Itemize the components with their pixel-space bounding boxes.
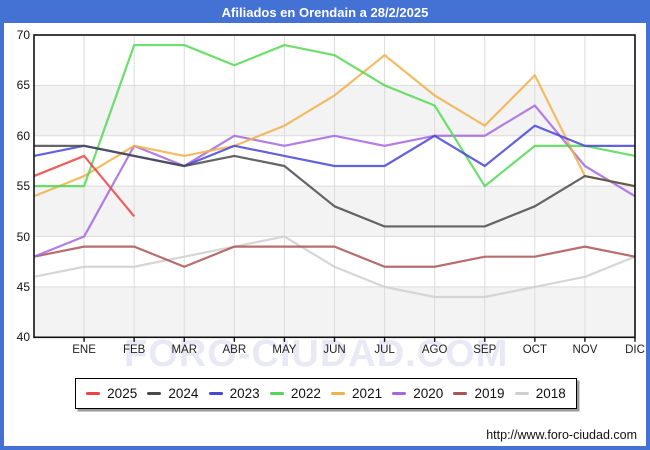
series-line-2022	[34, 43, 636, 188]
x-axis-label-abr: ABR	[222, 344, 247, 356]
x-axis-label-nov: NOV	[572, 344, 598, 356]
y-axis-label-65: 65	[16, 78, 30, 93]
y-axis-label-60: 60	[16, 128, 30, 143]
legend-label-2025: 2025	[107, 386, 138, 401]
title-bar: Afiliados en Orendain a 28/2/2025	[4, 4, 646, 23]
legend-item-2018: 2018	[514, 386, 566, 401]
legend-item-2023: 2023	[208, 386, 260, 401]
series-line-2025	[33, 154, 136, 218]
y-axis-label-40: 40	[16, 330, 30, 345]
x-axis-label-jun: JUN	[323, 344, 346, 356]
x-axis-label-jul: JUL	[374, 344, 395, 356]
legend-swatch-2021	[331, 392, 346, 395]
x-axis-label-may: MAY	[272, 344, 297, 356]
legend-label-2019: 2019	[474, 386, 505, 401]
legend-swatch-2023	[208, 392, 223, 395]
watermark: FORO-CIUDAD.COM	[124, 333, 509, 375]
legend-swatch-2020	[392, 392, 407, 395]
legend-label-2020: 2020	[413, 386, 444, 401]
legend-label-2018: 2018	[535, 386, 566, 401]
x-axis-label-dic: DIC	[625, 344, 645, 356]
series-line-2018	[33, 235, 636, 299]
legend-swatch-2024	[147, 392, 162, 395]
legend-item-2022: 2022	[269, 386, 321, 401]
y-axis-label-45: 45	[16, 279, 30, 294]
x-axis-label-mar: MAR	[171, 344, 198, 356]
legend-label-2024: 2024	[168, 386, 199, 401]
legend-swatch-2018	[514, 392, 529, 395]
legend-swatch-2025	[86, 392, 101, 395]
chart-title: Afiliados en Orendain a 28/2/2025	[221, 5, 429, 20]
legend-item-2025: 2025	[86, 386, 137, 401]
legend-label-2021: 2021	[352, 386, 383, 401]
legend-item-2024: 2024	[147, 386, 198, 401]
footer-url[interactable]: http://www.foro-ciudad.com	[486, 428, 637, 442]
y-axis-label-55: 55	[16, 179, 30, 194]
x-axis-label-feb: FEB	[122, 344, 146, 356]
series-line-2019	[33, 245, 636, 268]
x-axis-label-sep: SEP	[473, 344, 497, 356]
legend-swatch-2019	[453, 392, 468, 395]
legend-label-2022: 2022	[290, 386, 321, 401]
y-axis-label-70: 70	[16, 28, 30, 42]
line-chart-plot	[33, 34, 636, 342]
legend-label-2023: 2023	[229, 386, 260, 401]
x-axis-label-ene: ENE	[72, 344, 96, 356]
y-axis-label-50: 50	[16, 229, 30, 244]
series-line-2024	[34, 144, 636, 228]
legend-item-2020: 2020	[392, 386, 443, 401]
legend-item-2019: 2019	[453, 386, 505, 401]
x-axis-label-ago: AGO	[421, 344, 448, 356]
legend: 2025 2024 2023 2022 2021 2020 2019 2018	[75, 378, 577, 409]
series-line-2021	[33, 54, 636, 198]
x-axis-label-oct: OCT	[522, 344, 547, 356]
legend-item-2021: 2021	[331, 386, 382, 401]
legend-swatch-2022	[269, 392, 284, 395]
